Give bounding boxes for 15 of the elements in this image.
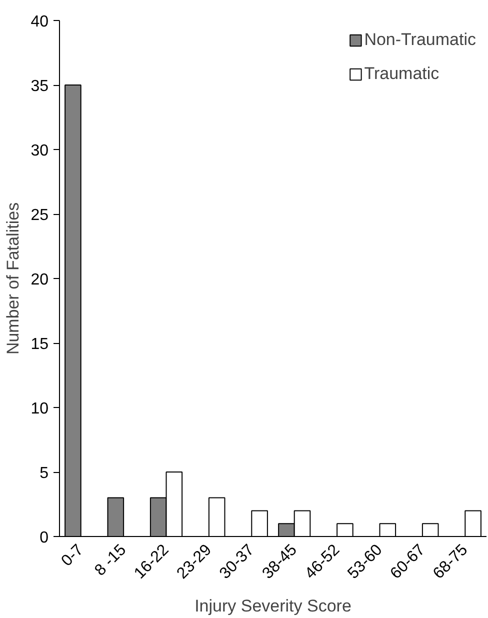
y-tick-label: 5 (40, 465, 49, 482)
y-tick-label: 25 (30, 207, 49, 224)
y-tick-label: 20 (30, 272, 49, 288)
x-axis-title: Injury Severity Score (194, 596, 352, 616)
y-tick-label: 30 (30, 142, 49, 160)
y-axis-title: Number of Fatalities (4, 202, 23, 355)
y-tick-label: 10 (30, 400, 49, 418)
y-tick-label: 15 (30, 336, 49, 353)
x-tick-label: 0-7 (58, 541, 87, 570)
y-tick-label: 0 (40, 530, 49, 546)
y-tick-label: 35 (30, 78, 49, 95)
y-tick-label: 40 (30, 14, 49, 30)
x-tick-label: 8 -15 (92, 541, 130, 580)
legend-label: Non-Traumatic (364, 30, 476, 50)
legend-label: Traumatic (364, 64, 440, 84)
